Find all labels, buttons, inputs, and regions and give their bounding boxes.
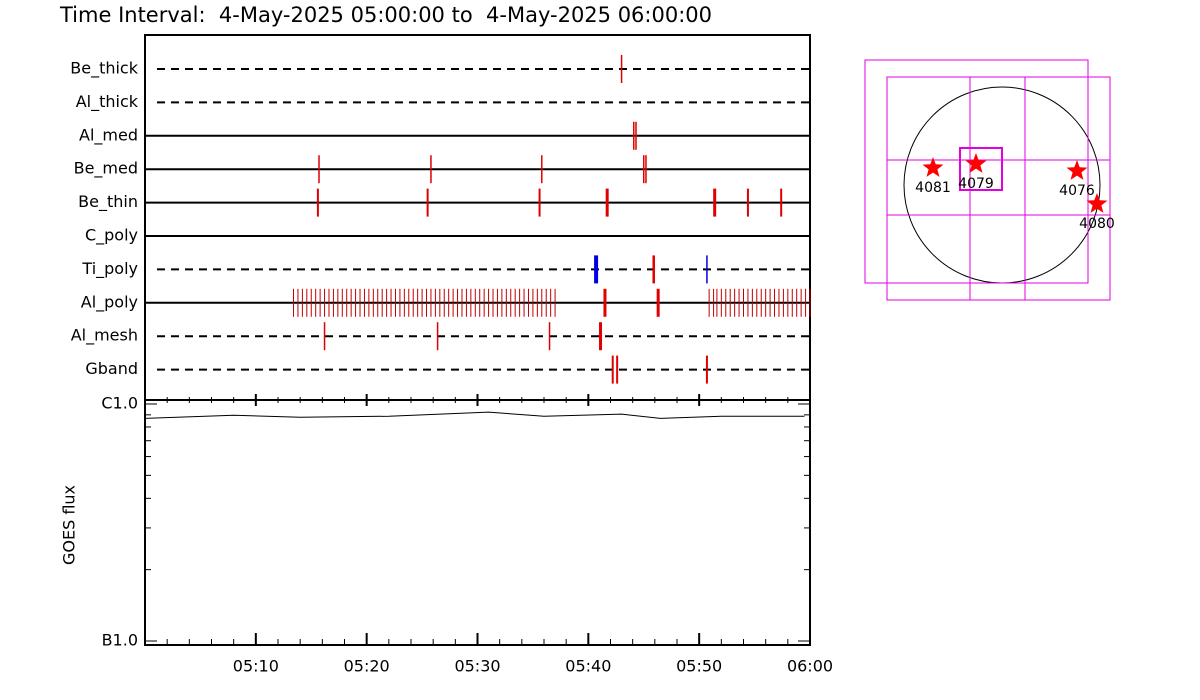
y-tick-label: B1.0 — [102, 631, 138, 650]
timeline-frame — [144, 34, 811, 401]
x-tick-label: 05:10 — [233, 657, 279, 676]
x-tick-label: 05:20 — [344, 657, 390, 676]
row-label: Be_thin — [78, 192, 138, 212]
x-tick-label: 06:00 — [787, 657, 833, 676]
x-tick-label: 05:30 — [454, 657, 500, 676]
plot-title: Time Interval: 4-May-2025 05:00:00 to 4-… — [59, 3, 712, 27]
row-label: Al_med — [79, 125, 138, 145]
x-tick-label: 05:50 — [676, 657, 722, 676]
region-label: 4080 — [1079, 216, 1115, 232]
row-label: Ti_poly — [81, 259, 138, 279]
row-label: Al_mesh — [71, 326, 138, 346]
region-star — [922, 157, 944, 177]
goes-frame — [144, 399, 811, 646]
region-label: 4079 — [958, 176, 994, 192]
row-label: Al_poly — [81, 292, 138, 312]
x-tick-label: 05:40 — [565, 657, 611, 676]
region-label: 4076 — [1059, 183, 1095, 199]
row-label: C_poly — [85, 226, 138, 246]
region-star — [965, 153, 987, 173]
region-label: 4081 — [915, 180, 951, 196]
fov-box — [886, 76, 1111, 301]
fov-box — [864, 59, 1089, 284]
goes-curve — [144, 411, 805, 419]
row-label: Be_thick — [70, 59, 138, 79]
sun-map — [864, 59, 1111, 301]
row-label: Al_thick — [76, 92, 139, 112]
y-tick-label: C1.0 — [101, 394, 138, 413]
row-label: Gband — [85, 359, 138, 378]
region-star — [1066, 160, 1088, 180]
row-label: Be_med — [74, 159, 138, 179]
fov-box — [959, 147, 1003, 191]
y-axis-label: GOES flux — [60, 485, 79, 565]
region-star — [1086, 193, 1108, 213]
